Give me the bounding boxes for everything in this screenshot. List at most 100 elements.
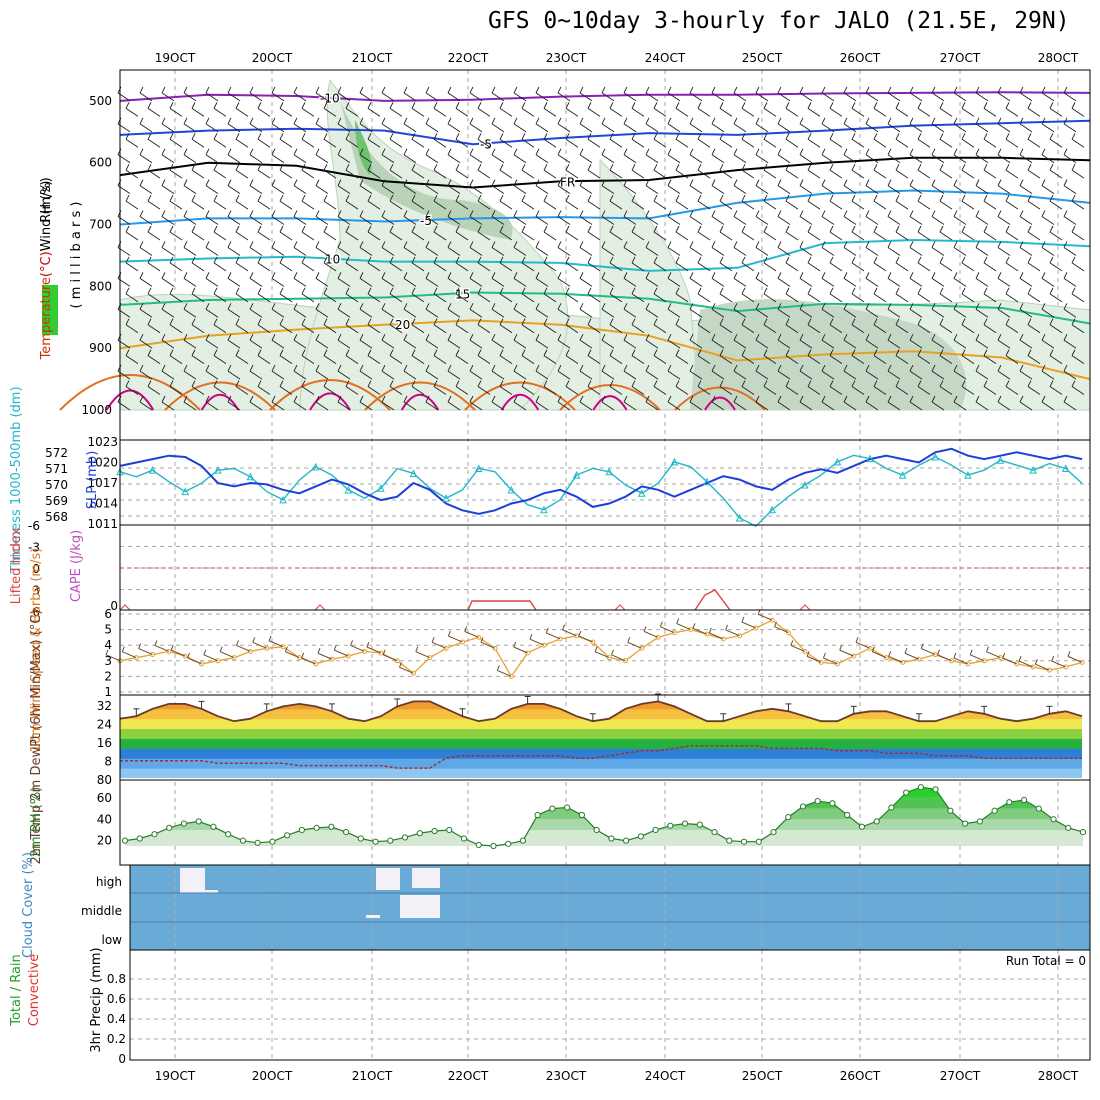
rh-point [844,811,851,819]
wind-barb [645,272,650,279]
wind-barb [161,210,166,217]
wind-barb [535,216,549,225]
wind-barb [623,395,628,403]
wind-barb [969,654,985,662]
wind-barb [953,117,958,125]
wind-barb [323,380,328,387]
wind-barb [909,308,923,318]
wind-barb [578,635,594,643]
wind-barb [755,272,760,279]
y-tick-label: 3 [104,654,112,668]
x-tick-label-top: 21OCT [352,51,393,65]
wind-barb [557,123,571,133]
y-tick-label: 4 [104,638,112,652]
wind-barb [777,179,782,186]
wind-barb [983,200,997,210]
wind-barb [411,349,416,356]
wind-barb [183,179,188,186]
rh-point [991,807,998,814]
wind-barb [382,654,398,662]
wind-barb [249,123,263,133]
wind-barb [1063,395,1068,403]
wind-barb [983,256,988,264]
wind-barb [741,169,755,179]
wind-barb [887,308,901,318]
wind-barb [257,225,262,233]
wind-barb [411,355,425,365]
wind-barb [425,117,430,125]
wind-barb [785,107,799,117]
wind-barb [785,324,799,334]
wind-barb [425,395,430,403]
wind-barb [565,287,570,295]
wind-barb [983,349,988,356]
wind-barb [953,154,967,164]
wind-barb [843,123,857,133]
wind-barb [711,303,716,310]
wind-barb [939,200,953,210]
wind-barb [931,370,945,380]
wind-barb [403,92,417,102]
wind-barb [389,386,403,395]
wind-barb [799,303,804,310]
wind-barb [763,200,777,210]
wind-barb [381,123,395,133]
wind-barb [609,380,614,387]
wind-barb [565,349,570,356]
wind-barb [257,231,271,241]
wind-barb [455,133,460,140]
wind-barb [961,318,966,325]
wind-barb [469,308,483,318]
wind-barb [147,133,152,140]
wind-barb [983,293,997,303]
wind-barb [1071,386,1085,395]
wind-barb [425,216,439,225]
y-tick-label: 0 [118,1052,126,1066]
wind-barb [565,225,570,233]
wind-barb [645,401,659,411]
wind-barb [345,138,359,148]
wind-barb [257,293,271,303]
wind-barb [367,318,372,325]
wind-barb [953,216,967,225]
wind-barb [293,123,307,133]
wind-barb [1063,179,1068,186]
wind-barb [931,86,936,94]
wind-barb [161,370,175,380]
rh-shading [599,158,701,411]
x-tick-label-bottom: 23OCT [546,1069,587,1083]
wind-barb [513,247,527,256]
wind-barb [997,86,1002,94]
wind-barb [733,154,747,164]
wind-barb [147,200,161,210]
rh-point [623,837,630,844]
wind-barb [733,339,747,349]
wind-barb [1027,355,1041,365]
wind-barb [235,163,240,171]
wind-barb [975,247,989,256]
wind-barb [268,640,284,648]
wind-barb [755,216,769,225]
wind-barb [557,216,571,225]
wind-barb [382,649,386,655]
wind-barb [627,637,631,643]
wind-barb [491,123,505,133]
wind-barb [477,169,491,179]
wind-barb [909,333,914,341]
wind-barb [447,630,451,637]
wind-barb [147,194,152,202]
wind-barb [1027,163,1032,171]
wind-barb [139,179,144,186]
wind-barb [895,293,909,303]
wind-barb [235,133,240,140]
thickness-point [898,470,907,479]
y-tick-label: 8 [104,755,112,769]
rh-point [1065,824,1072,831]
wind-barb [865,210,870,217]
wind-barb [249,86,254,94]
wind-barb [961,386,975,395]
wind-barb [829,107,843,117]
wind-barb [491,154,505,164]
wind-barb [1049,225,1054,233]
cape-axis-title: CAPE (J/kg) [69,530,84,602]
